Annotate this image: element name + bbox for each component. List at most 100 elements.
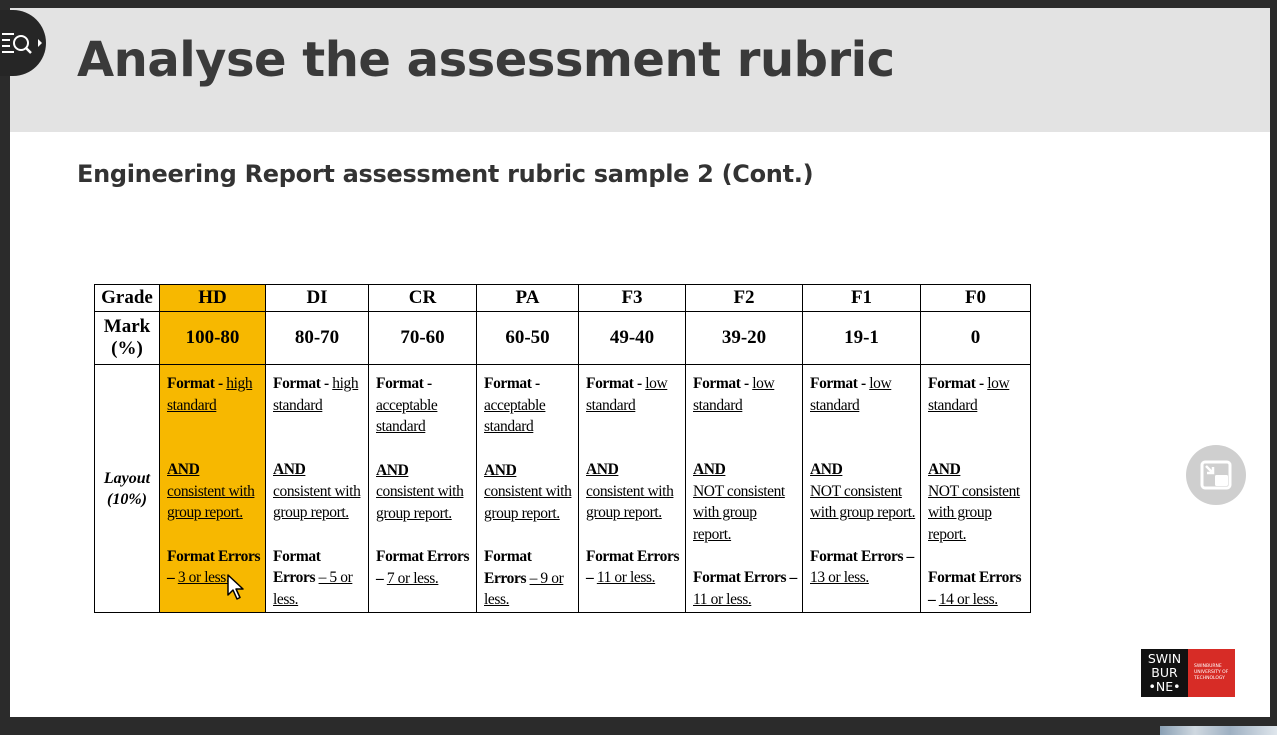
logo-line: •NE•: [1148, 679, 1181, 694]
criteria-cell-hd: Format - high standard AND consistent wit…: [159, 364, 266, 613]
layout-label-name: Layout: [103, 469, 151, 487]
errors-limit: 11 or less.: [596, 569, 656, 586]
logo-line: BUR: [1151, 665, 1178, 680]
search-document-icon: [2, 33, 42, 54]
format-prefix: Format -: [810, 375, 870, 392]
errors-label: Format Errors –: [167, 547, 261, 587]
criteria-cell-f0: Format - low standard AND NOT consistent …: [920, 364, 1031, 613]
consistency-text: consistent with group report.: [273, 482, 361, 522]
mark-range-f1: 19-1: [802, 311, 921, 365]
logo-tagline: SWINBURNE UNIVERSITY OF TECHNOLOGY: [1188, 649, 1235, 697]
format-level: acceptable standard: [484, 396, 546, 436]
rubric-table: Grade HD DI CR PA F3 F2 F1 F0 Mark (%) 1…: [94, 284, 1031, 613]
mouse-pointer-icon: [227, 574, 244, 600]
format-prefix: Format -: [484, 375, 540, 392]
logo-tagline-line: SWINBURNE: [1194, 664, 1222, 669]
errors-limit: 13 or less.: [810, 569, 869, 586]
consistency-text: NOT consistent with group report.: [810, 482, 916, 522]
format-prefix: Format -: [586, 375, 646, 392]
grade-header-f3: F3: [578, 284, 686, 312]
format-level: high standard: [167, 375, 253, 414]
and-label: AND: [693, 461, 726, 478]
grade-header-cr: CR: [368, 284, 477, 312]
mark-label-line: Mark: [103, 316, 151, 337]
format-prefix: Format -: [167, 375, 227, 392]
errors-limit: 11 or less.: [693, 590, 752, 608]
slide-subtitle: Engineering Report assessment rubric sam…: [77, 160, 814, 188]
mark-range-f3: 49-40: [578, 311, 686, 365]
and-label: AND: [484, 461, 517, 479]
criteria-cell-di: Format - high standard AND consistent wit…: [265, 364, 369, 613]
grade-header-di: DI: [265, 284, 369, 312]
mark-range-pa: 60-50: [476, 311, 579, 365]
slide-title: Analyse the assessment rubric: [77, 32, 895, 88]
layout-label-weight: (10%): [107, 490, 147, 508]
format-level: low standard: [810, 375, 892, 414]
errors-label: Format Errors –: [376, 548, 470, 587]
format-prefix: Format -: [376, 375, 432, 392]
mark-label-unit: (%): [111, 338, 143, 359]
format-level: low standard: [928, 375, 1010, 414]
grade-header-f2: F2: [685, 284, 803, 312]
grade-header-f1: F1: [802, 284, 921, 312]
title-band: [10, 8, 1270, 132]
logo-tagline-line: UNIVERSITY OF: [1194, 670, 1229, 675]
and-label: AND: [810, 461, 843, 478]
grade-label: Grade: [94, 284, 160, 312]
errors-limit: – 9 or less.: [484, 569, 564, 609]
errors-label: Format Errors: [273, 547, 321, 587]
mark-range-f0: 0: [920, 311, 1031, 365]
mark-row: Mark (%) 100-80 80-70 70-60 60-50 49-40 …: [94, 311, 1031, 365]
slide: Analyse the assessment rubric Engineerin…: [10, 8, 1270, 717]
and-label: AND: [586, 461, 619, 478]
format-prefix: Format -: [693, 375, 753, 392]
logo-tagline-line: TECHNOLOGY: [1194, 676, 1225, 681]
mark-range-hd: 100-80: [159, 311, 266, 365]
format-level: low standard: [693, 375, 775, 414]
criteria-cell-f3: Format - low standard AND consistent with…: [578, 364, 686, 613]
criteria-cell-f2: Format - low standard AND NOT consistent …: [685, 364, 803, 613]
errors-label: Format Errors –: [693, 569, 797, 586]
grade-header-f0: F0: [920, 284, 1031, 312]
picture-in-picture-icon: [1200, 460, 1232, 490]
layout-row: Layout (10%) Format - high standard AND c…: [94, 364, 1031, 613]
errors-limit: 3 or less.: [177, 569, 230, 586]
format-level: low standard: [586, 375, 668, 414]
thumbnail-strip[interactable]: [1160, 726, 1277, 735]
swinburne-logo: SWIN BUR •NE• SWINBURNE UNIVERSITY OF TE…: [1141, 649, 1235, 697]
logo-line: SWIN: [1147, 651, 1182, 666]
errors-limit: – 5 or less.: [273, 569, 353, 608]
errors-label: Format Errors: [484, 548, 532, 587]
consistency-text: consistent with group report.: [376, 483, 464, 522]
format-level: acceptable standard: [376, 396, 438, 436]
consistency-text: consistent with group report.: [586, 482, 674, 522]
picture-in-picture-button[interactable]: [1186, 445, 1246, 505]
and-label: AND: [928, 461, 961, 478]
consistency-text: consistent with group report.: [484, 483, 572, 522]
grade-header-pa: PA: [476, 284, 579, 312]
grade-header-hd: HD: [159, 284, 266, 312]
criteria-cell-pa: Format - acceptable standard AND consiste…: [476, 364, 579, 613]
consistency-text: NOT consistent with group report.: [928, 482, 1020, 543]
consistency-text: consistent with group report.: [167, 482, 255, 522]
viewer-tools-button[interactable]: [0, 10, 46, 76]
mark-range-f2: 39-20: [685, 311, 803, 365]
mark-range-cr: 70-60: [368, 311, 477, 365]
format-prefix: Format -: [273, 375, 333, 392]
consistency-text: NOT consistent with group report.: [693, 482, 785, 543]
and-label: AND: [167, 461, 200, 478]
logo-wordmark: SWIN BUR •NE•: [1141, 649, 1188, 697]
mark-range-di: 80-70: [265, 311, 369, 365]
and-label: AND: [376, 461, 409, 479]
and-label: AND: [273, 461, 306, 478]
errors-limit: 7 or less.: [386, 569, 439, 587]
grade-row: Grade HD DI CR PA F3 F2 F1 F0: [94, 284, 1031, 312]
format-prefix: Format -: [928, 375, 988, 392]
errors-label: Format Errors –: [586, 547, 680, 587]
criteria-cell-f1: Format - low standard AND NOT consistent …: [802, 364, 921, 613]
errors-label: Format Errors –: [928, 569, 1022, 608]
format-level: high standard: [273, 375, 359, 414]
errors-label: Format Errors –: [810, 547, 914, 565]
criteria-cell-cr: Format - acceptable standard AND consiste…: [368, 364, 477, 613]
errors-limit: 14 or less.: [938, 590, 998, 608]
